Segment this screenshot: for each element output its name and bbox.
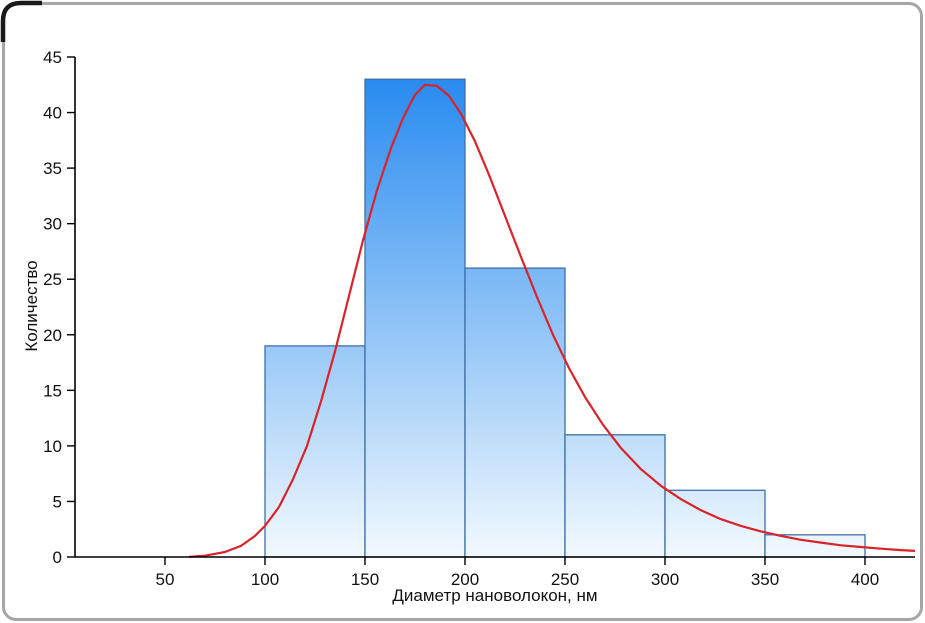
y-tick-label: 35 bbox=[43, 159, 62, 178]
y-tick-label: 30 bbox=[43, 215, 62, 234]
histogram-bar bbox=[264, 345, 366, 558]
y-tick-label: 20 bbox=[43, 326, 62, 345]
x-tick-label: 400 bbox=[851, 570, 879, 589]
fit-curve bbox=[188, 83, 916, 558]
histogram-bar bbox=[364, 78, 466, 558]
y-tick-label: 10 bbox=[43, 437, 62, 456]
x-axis-title: Диаметр нановолокон, нм bbox=[392, 586, 598, 605]
histogram-bar bbox=[564, 434, 666, 558]
histogram-bar bbox=[464, 267, 566, 558]
x-tick-label: 350 bbox=[751, 570, 779, 589]
y-tick-label: 40 bbox=[43, 104, 62, 123]
x-tick-label: 300 bbox=[651, 570, 679, 589]
y-tick-label: 5 bbox=[53, 492, 62, 511]
x-tick-label: 150 bbox=[351, 570, 379, 589]
y-tick-label: 0 bbox=[53, 548, 62, 567]
x-tick-label: 100 bbox=[251, 570, 279, 589]
x-tick-label: 200 bbox=[451, 570, 479, 589]
x-tick-label: 50 bbox=[156, 570, 175, 589]
y-tick-label: 25 bbox=[43, 270, 62, 289]
y-axis-title: Количество bbox=[22, 260, 41, 352]
y-tick-label: 45 bbox=[43, 48, 62, 67]
photo-corner-mark bbox=[0, 0, 42, 42]
histogram-bar bbox=[664, 489, 766, 558]
y-tick-label: 15 bbox=[43, 381, 62, 400]
x-tick-label: 250 bbox=[551, 570, 579, 589]
